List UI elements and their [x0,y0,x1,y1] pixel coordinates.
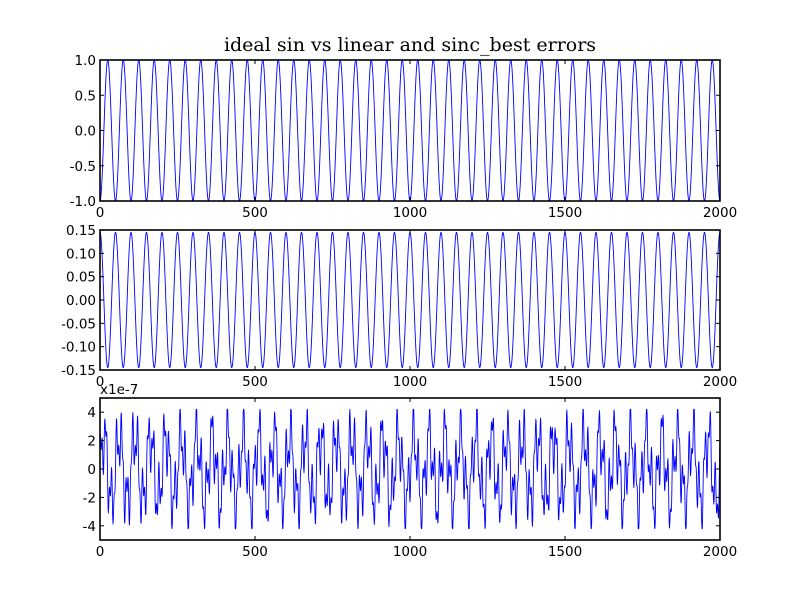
plot-frame-1 [99,59,721,202]
y-tick-label: -4 [83,519,96,535]
x-tick-label: 1000 [393,205,427,221]
x-tick-label: 0 [96,544,105,560]
plot-frame-2 [99,229,721,371]
chart-title: ideal sin vs linear and sinc_best errors [224,34,596,56]
y-tick-label: 0 [87,462,96,478]
plot-frame-3 [99,397,721,541]
x-tick-label: 2000 [703,205,737,221]
x-tick-label: 500 [242,544,268,560]
y-tick-label: -1.0 [70,194,96,210]
series-line-1-1 [100,60,720,201]
y-tick-label: 2 [87,434,96,450]
y-tick-label: 0.0 [75,124,96,140]
y-tick-label: -0.05 [61,316,96,332]
y-tick-label: -0.10 [61,340,96,356]
y-tick-label: 0.05 [66,270,96,286]
x-tick-label: 1500 [548,374,582,390]
x-tick-label: 0 [96,374,105,390]
series-line-3-1 [100,408,720,530]
y-tick-label: 0.5 [75,88,96,104]
y-tick-label: -0.5 [70,159,96,175]
y-tick-label: 4 [87,405,96,421]
y-offset-label: x1e-7 [100,382,138,398]
y-tick-label: -2 [83,490,96,506]
x-tick-label: 500 [242,205,268,221]
x-tick-label: 2000 [703,544,737,560]
x-tick-label: 1000 [393,544,427,560]
x-tick-label: 1000 [393,374,427,390]
y-tick-label: 0.15 [66,223,96,239]
x-tick-label: 1500 [548,544,582,560]
y-tick-label: -0.15 [61,363,96,379]
x-tick-label: 0 [96,205,105,221]
y-tick-label: 1.0 [75,53,96,69]
x-tick-label: 2000 [703,374,737,390]
series-line-2-1 [100,231,720,369]
x-tick-label: 1500 [548,205,582,221]
y-tick-label: 0.10 [66,246,96,262]
y-tick-label: 0.00 [66,293,96,309]
x-tick-label: 500 [242,374,268,390]
